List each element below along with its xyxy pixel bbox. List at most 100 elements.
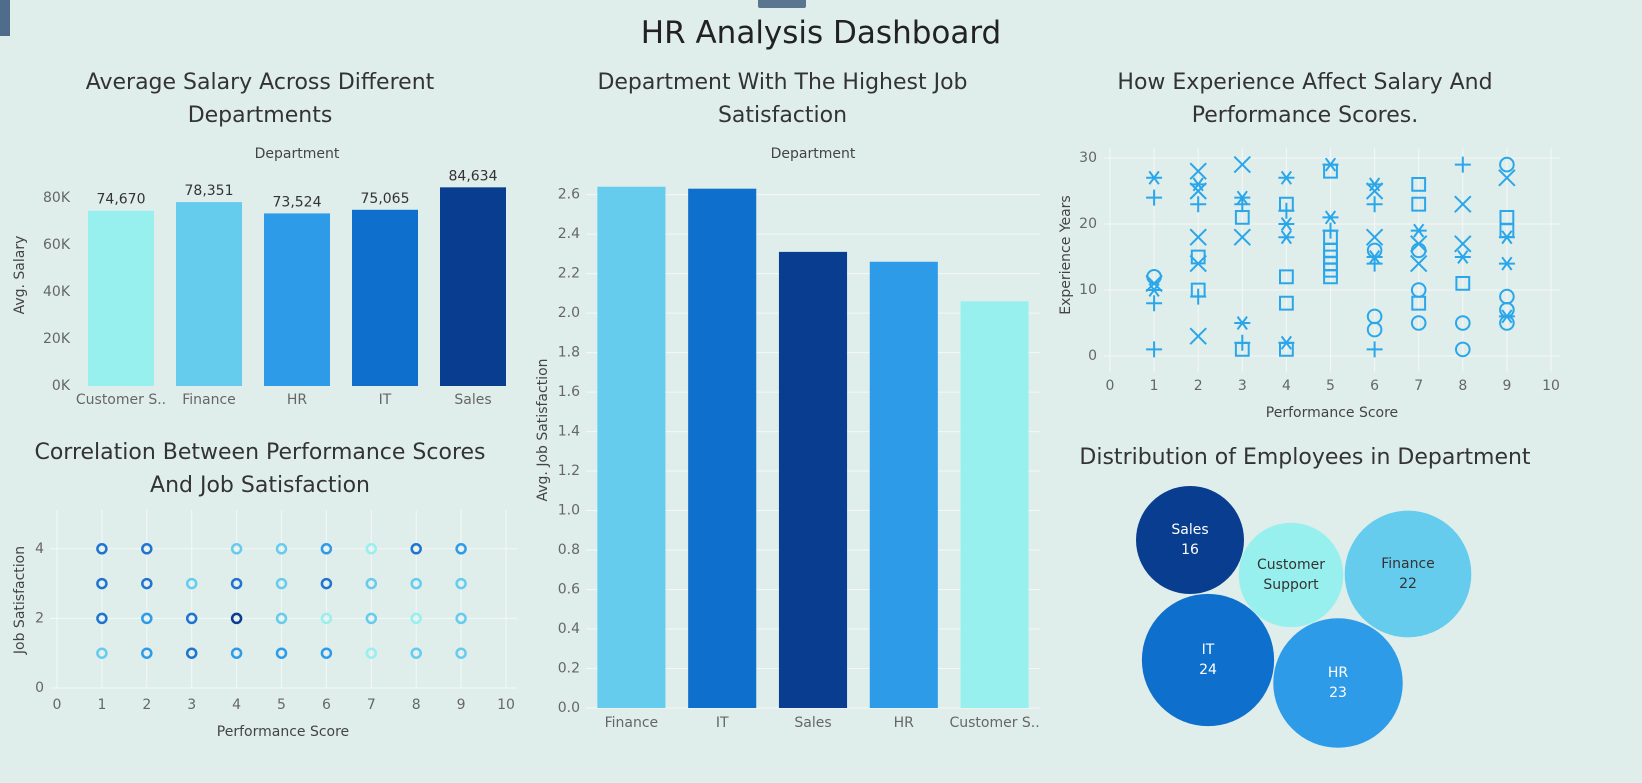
point	[185, 647, 198, 659]
point	[275, 612, 288, 625]
point	[410, 612, 422, 625]
point	[1498, 230, 1515, 245]
point	[410, 647, 422, 659]
point	[1146, 341, 1163, 358]
point	[1366, 341, 1383, 358]
y-tick-label: 2.6	[558, 187, 580, 203]
point	[455, 543, 467, 555]
y-tick-label: 0.8	[558, 542, 580, 558]
x-tick-label: 0	[53, 697, 62, 713]
point	[1455, 275, 1471, 291]
point	[455, 647, 467, 659]
x-tick-label: 1	[1150, 378, 1159, 394]
bubble-label: Customer Support	[1256, 557, 1325, 593]
point	[1322, 210, 1339, 225]
y-tick-label: 1.2	[558, 463, 580, 479]
bar	[264, 213, 330, 386]
x-tick-label: 3	[1238, 378, 1247, 394]
x-tick-label: Finance	[605, 715, 659, 731]
point	[96, 543, 108, 555]
point	[1234, 316, 1251, 330]
point	[1234, 196, 1251, 213]
x-axis-title: Department	[771, 146, 856, 162]
x-tick-label: Customer S..	[949, 715, 1039, 731]
y-tick-label: 30	[1079, 150, 1097, 166]
y-tick-label: 0.4	[558, 621, 580, 637]
y-axis-title: Avg. Salary	[12, 236, 28, 315]
point	[1279, 295, 1294, 311]
point	[275, 647, 288, 659]
point	[1190, 196, 1207, 213]
top-toggle[interactable]	[758, 0, 806, 8]
point	[1146, 189, 1163, 206]
point	[230, 647, 243, 659]
point	[365, 612, 378, 625]
x-tick-label: 7	[367, 697, 376, 713]
y-tick-label: 1.6	[558, 384, 580, 400]
bubble	[1238, 522, 1344, 628]
x-tick-label: 8	[1458, 378, 1467, 394]
point	[1454, 250, 1471, 264]
point	[1234, 341, 1250, 357]
point	[1323, 163, 1338, 179]
x-tick-label: 10	[497, 697, 515, 713]
point	[1145, 274, 1163, 293]
x-tick-label: 7	[1414, 378, 1423, 394]
x-tick-label: 5	[1326, 378, 1335, 394]
bubble-value: 22	[1399, 576, 1417, 592]
bar	[440, 187, 506, 386]
chart-title: Department With The Highest Job Satisfac…	[597, 70, 968, 128]
point	[1279, 269, 1294, 285]
side-tab[interactable]	[0, 0, 10, 36]
point	[1455, 341, 1471, 358]
bubble	[1273, 618, 1403, 748]
dashboard-title: HR Analysis Dashboard	[640, 15, 1002, 51]
point	[1499, 156, 1515, 173]
y-tick-label: 1.8	[558, 345, 580, 361]
bar	[176, 202, 242, 386]
point	[275, 577, 288, 590]
point	[1233, 228, 1252, 246]
y-tick-label: 80K	[43, 190, 71, 206]
x-tick-label: 4	[1282, 378, 1291, 394]
value-label: 75,065	[361, 191, 410, 207]
x-tick-label: 5	[277, 697, 286, 713]
y-tick-label: 2.0	[558, 305, 580, 321]
point	[275, 543, 288, 555]
point	[96, 612, 108, 625]
x-tick-label: 3	[187, 697, 196, 713]
chart-title: Distribution of Employees in Department	[1079, 445, 1531, 470]
y-tick-label: 60K	[43, 237, 71, 253]
bubble-value: 16	[1181, 542, 1199, 558]
x-tick-label: 0	[1106, 378, 1115, 394]
point	[1366, 321, 1383, 338]
y-axis-title: Experience Years	[1058, 195, 1074, 314]
y-tick-label: 0	[35, 680, 44, 696]
point	[1498, 169, 1516, 187]
point	[141, 543, 153, 555]
point	[410, 543, 422, 555]
y-tick-label: 20K	[43, 331, 71, 347]
chart-title: Correlation Between Performance Scores A…	[34, 440, 486, 498]
y-tick-label: 40K	[43, 284, 71, 300]
point	[365, 543, 378, 555]
y-tick-label: 1.0	[558, 503, 580, 519]
y-tick-label: 20	[1079, 216, 1097, 232]
point	[1411, 176, 1427, 192]
y-tick-label: 10	[1079, 282, 1097, 298]
point	[1409, 254, 1428, 273]
bar	[869, 261, 938, 708]
bubble-label: IT	[1201, 642, 1215, 658]
y-tick-label: 0.2	[558, 661, 580, 677]
point	[1455, 315, 1471, 331]
point	[1146, 295, 1163, 312]
point	[1410, 223, 1427, 238]
point	[1146, 170, 1163, 185]
bubble-label: Finance	[1381, 556, 1435, 572]
point	[1278, 217, 1295, 231]
point	[1410, 242, 1427, 259]
x-tick-label: 6	[1370, 378, 1379, 394]
x-tick-label: IT	[379, 392, 392, 408]
point	[1366, 242, 1383, 259]
